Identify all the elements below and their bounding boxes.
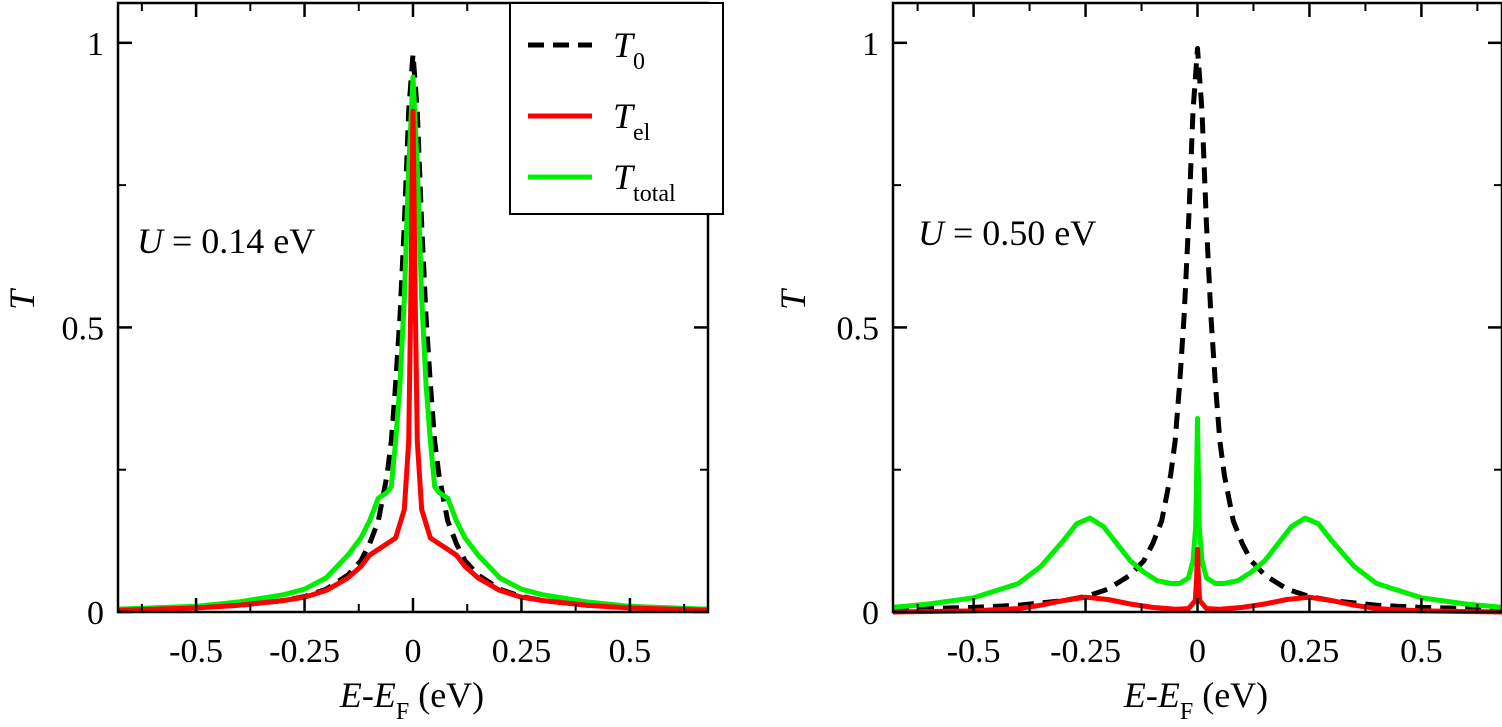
left-xlabel-b: E	[373, 675, 396, 715]
right-series-t0	[892, 46, 1502, 612]
left-series-layer	[117, 51, 709, 613]
right-ytick-label: 0	[862, 595, 879, 632]
legend-label-tel: Tel	[613, 96, 651, 146]
left-y-axis-label: T	[2, 287, 42, 310]
legend-label-ttotal: Ttotal	[613, 157, 676, 207]
right-xlabel-a: E	[1123, 675, 1146, 715]
left-panel: -0.5 -0.25 0 0.25 0.5 0 0.5 1 U = 0.14 eV E-EF …	[2, 1, 724, 725]
right-series-layer	[892, 46, 1502, 615]
left-xlabel-sub: F	[396, 699, 409, 725]
right-ytick-label: 0.5	[837, 310, 880, 347]
left-xlabel-sep: -	[362, 675, 374, 715]
right-panel: -0.5 -0.25 0 0.25 0.5 0 0.5 1 U = 0.50 eV E-EF …	[773, 1, 1502, 725]
right-xlabel-sub: F	[1180, 699, 1193, 725]
left-ytick-label: 0	[87, 595, 104, 632]
left-xtick-label: -0.25	[269, 633, 340, 670]
right-xtick-label: -0.25	[1050, 633, 1121, 670]
left-annotation: U = 0.14 eV	[137, 221, 315, 261]
right-ytick-label: 1	[862, 26, 879, 63]
right-xtick-label: -0.5	[947, 633, 1001, 670]
left-ytick-label: 0.5	[62, 310, 105, 347]
left-xtick-label: 0.25	[492, 633, 552, 670]
left-xlabel-unit: (eV)	[409, 675, 484, 715]
left-xtick-label: 0	[405, 633, 422, 670]
left-annotation-text: = 0.14 eV	[163, 221, 315, 261]
right-xtick-label: 0.25	[1280, 633, 1340, 670]
right-xlabel-unit: (eV)	[1193, 675, 1268, 715]
left-xtick-label: 0.5	[609, 633, 652, 670]
right-xlabel-sep: -	[1146, 675, 1158, 715]
right-annotation: U = 0.50 eV	[918, 213, 1096, 253]
left-annotation-var: U	[137, 221, 165, 261]
legend: T0 Tel Ttotal	[509, 2, 724, 215]
right-ticks: -0.5 -0.25 0 0.25 0.5 0 0.5 1	[837, 3, 1502, 670]
left-xlabel-a: E	[339, 675, 362, 715]
right-annotation-text: = 0.50 eV	[944, 213, 1096, 253]
right-series-tel	[892, 546, 1502, 615]
left-xtick-label: -0.5	[169, 633, 223, 670]
right-y-axis-label: T	[773, 287, 813, 310]
left-ticks: -0.5 -0.25 0 0.25 0.5 0 0.5 1	[62, 3, 708, 670]
left-series-ttotal	[117, 74, 709, 612]
right-series-ttotal	[892, 416, 1502, 610]
left-x-axis-label: E-EF (eV)	[339, 675, 484, 725]
right-x-axis-label: E-EF (eV)	[1123, 675, 1268, 725]
right-annotation-var: U	[918, 213, 946, 253]
right-xtick-label: 0.5	[1400, 633, 1443, 670]
right-xlabel-b: E	[1157, 675, 1180, 715]
left-series-tel	[117, 108, 709, 613]
right-xtick-label: 0	[1189, 633, 1206, 670]
legend-label-t0: T0	[613, 25, 645, 75]
left-ytick-label: 1	[87, 26, 104, 63]
